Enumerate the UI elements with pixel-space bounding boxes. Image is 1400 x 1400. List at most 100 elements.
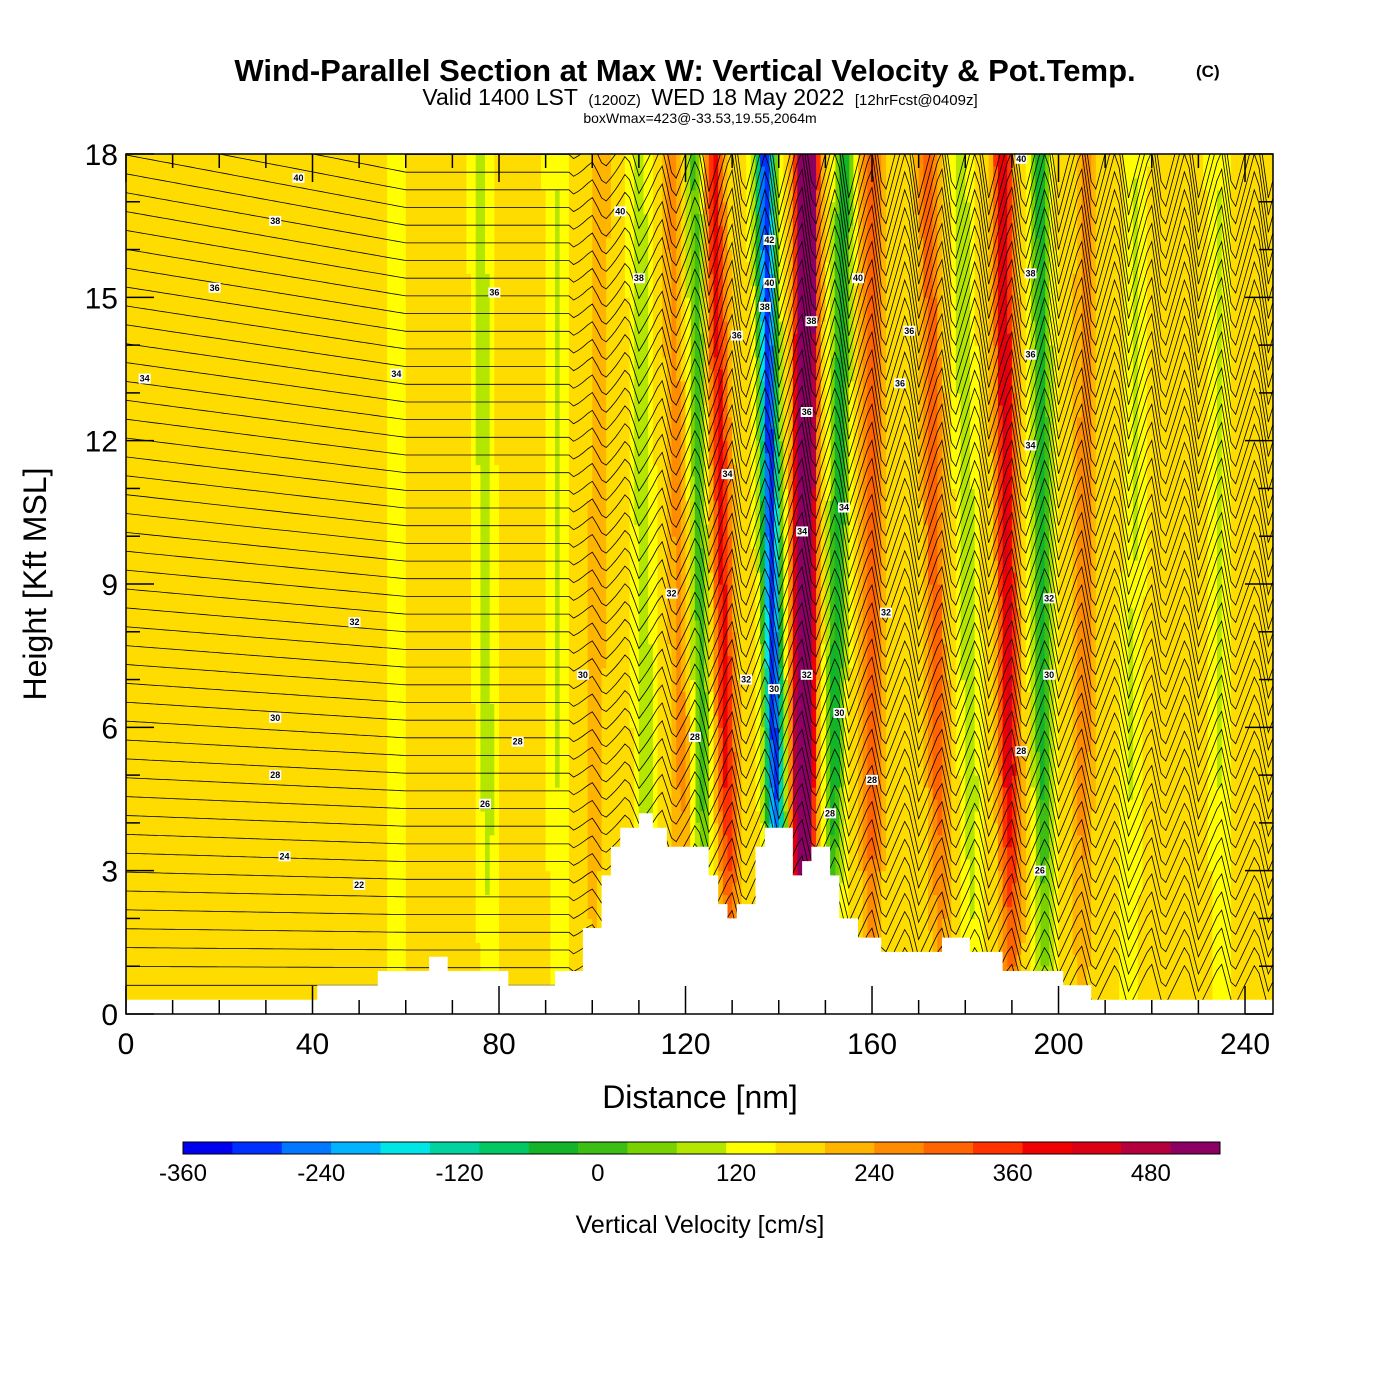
velocity-cell: [820, 380, 826, 394]
velocity-cell: [792, 703, 799, 716]
velocity-cell: [881, 834, 887, 848]
velocity-cell: [1025, 297, 1032, 310]
velocity-cell: [587, 715, 603, 728]
velocity-cell: [769, 536, 775, 549]
velocity-cell: [671, 763, 677, 776]
velocity-cell: [816, 536, 822, 549]
velocity-cell: [545, 404, 556, 418]
velocity-cell: [685, 763, 691, 776]
velocity-cell: [718, 882, 724, 896]
velocity-cell: [1011, 643, 1018, 657]
velocity-cell: [1077, 488, 1092, 501]
velocity-cell: [1133, 404, 1139, 418]
velocity-cell: [848, 309, 854, 322]
velocity-cell: [559, 548, 570, 561]
velocity-cell: [638, 727, 654, 740]
velocity-cell: [923, 464, 929, 478]
velocity-cell: [1091, 584, 1097, 597]
velocity-cell: [489, 452, 495, 466]
velocity-cell: [727, 345, 733, 358]
velocity-cell: [718, 476, 724, 489]
velocity-cell: [997, 619, 1004, 633]
velocity-cell: [587, 858, 603, 872]
velocity-cell: [1035, 715, 1041, 728]
velocity-cell: [881, 345, 887, 358]
velocity-cell: [1035, 548, 1041, 561]
velocity-cell: [638, 584, 649, 597]
velocity-cell: [788, 763, 794, 776]
velocity-cell: [494, 703, 500, 716]
velocity-cell: [1207, 619, 1218, 633]
velocity-cell: [1133, 655, 1143, 669]
velocity-cell: [713, 727, 719, 740]
velocity-cell: [475, 416, 491, 430]
velocity-cell: [886, 548, 924, 561]
velocity-cell: [638, 548, 649, 561]
velocity-cell: [568, 882, 589, 896]
velocity-cell: [489, 834, 500, 848]
velocity-cell: [559, 285, 570, 298]
velocity-cell: [722, 834, 729, 848]
velocity-cell: [811, 727, 817, 740]
velocity-cell: [405, 882, 477, 896]
velocity-cell: [405, 584, 472, 597]
velocity-cell: [718, 595, 724, 609]
velocity-cell: [876, 822, 882, 836]
velocity-cell: [774, 309, 780, 322]
velocity-cell: [937, 309, 943, 322]
velocity-cell: [657, 751, 673, 764]
velocity-cell: [783, 333, 789, 346]
velocity-cell: [1007, 679, 1013, 693]
velocity-cell: [1091, 321, 1097, 334]
velocity-cell: [858, 619, 864, 633]
velocity-cell: [816, 369, 822, 382]
velocity-cell: [769, 595, 775, 609]
velocity-cell: [1011, 763, 1018, 776]
velocity-cell: [932, 799, 938, 812]
velocity-cell: [1011, 727, 1018, 740]
velocity-cell: [1021, 799, 1027, 812]
velocity-cell: [862, 464, 868, 478]
velocity-cell: [545, 727, 556, 740]
velocity-cell: [983, 739, 994, 752]
velocity-cell: [1002, 727, 1008, 740]
velocity-cell: [405, 476, 472, 489]
velocity-cell: [1002, 607, 1008, 621]
velocity-cell: [634, 369, 649, 382]
velocity-cell: [811, 763, 817, 776]
velocity-cell: [1016, 822, 1022, 836]
velocity-cell: [559, 488, 570, 501]
velocity-cell: [713, 500, 719, 513]
velocity-cell: [923, 655, 929, 669]
velocity-cell: [876, 930, 882, 943]
velocity-cell: [853, 392, 859, 406]
velocity-cell: [1058, 810, 1074, 824]
velocity-cell: [783, 775, 789, 788]
velocity-cell: [853, 309, 859, 322]
velocity-cell: [568, 488, 593, 501]
velocity-cell: [652, 715, 659, 728]
velocity-cell: [126, 775, 388, 788]
velocity-cell: [648, 464, 659, 478]
velocity-cell: [1021, 739, 1027, 752]
velocity-cell: [862, 715, 868, 728]
velocity-cell: [820, 607, 826, 621]
velocity-cell: [997, 799, 1004, 812]
velocity-cell: [489, 369, 495, 382]
velocity-cell: [606, 380, 631, 394]
velocity-cell: [764, 727, 771, 740]
velocity-cell: [811, 369, 817, 382]
velocity-cell: [704, 333, 710, 346]
velocity-cell: [629, 607, 640, 621]
velocity-cell: [862, 858, 882, 872]
velocity-cell: [722, 392, 729, 406]
velocity-cell: [559, 392, 570, 406]
velocity-cell: [834, 476, 845, 489]
velocity-cell: [1007, 392, 1013, 406]
velocity-cell: [1007, 595, 1013, 609]
velocity-cell: [387, 679, 407, 693]
velocity-cell: [792, 404, 799, 418]
velocity-cell: [387, 751, 407, 764]
velocity-cell: [1217, 345, 1223, 358]
velocity-cell: [1207, 428, 1218, 442]
